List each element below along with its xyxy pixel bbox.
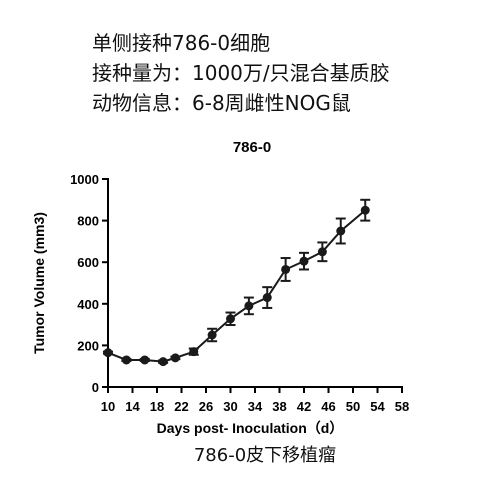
x-tick-label: 10 (101, 399, 115, 414)
data-point (317, 247, 327, 257)
chart-title: 786-0 (233, 139, 271, 156)
header-line-animal: 动物信息：6-8周雌性NOG鼠 (92, 91, 351, 115)
y-tick-label: 1000 (70, 172, 99, 187)
x-tick-label: 18 (150, 399, 164, 414)
x-axis-label: Days post- Inoculation（d） (157, 420, 344, 436)
header-text: 单侧接种786-0细胞 接种量为：1000万/只混合基质胶 动物信息：6-8周雌… (92, 28, 390, 118)
x-tick-label: 34 (248, 399, 263, 414)
y-tick-label: 200 (77, 338, 99, 353)
x-tick-label: 58 (395, 399, 409, 414)
header-line-cells: 单侧接种786-0细胞 (92, 31, 271, 55)
x-tick-label: 26 (199, 399, 213, 414)
series-line (107, 209, 366, 363)
data-point (244, 301, 254, 311)
data-point (103, 348, 113, 358)
y-tick-label: 600 (77, 255, 99, 270)
header-line-dose: 接种量为：1000万/只混合基质胶 (92, 61, 390, 85)
data-point (121, 355, 131, 365)
data-point (262, 293, 272, 303)
x-tick-label: 54 (370, 399, 385, 414)
data-marks (103, 198, 371, 367)
data-point (189, 347, 199, 357)
data-point (207, 330, 217, 340)
x-tick-label: 38 (272, 399, 286, 414)
y-tick-label: 0 (92, 380, 99, 395)
data-point (336, 226, 346, 236)
figure-caption: 786-0皮下移植瘤 (193, 445, 337, 466)
x-tick-label: 50 (346, 399, 360, 414)
x-tick-label: 42 (297, 399, 311, 414)
y-axis-label: Tumor Volume (mm3) (31, 212, 47, 354)
data-point (226, 314, 235, 324)
data-point (299, 256, 309, 266)
y-tick-label: 400 (77, 297, 99, 312)
x-tick-label: 22 (174, 399, 188, 414)
x-tick-label: 46 (321, 399, 335, 414)
data-point (158, 357, 168, 367)
y-tick-label: 800 (77, 214, 99, 229)
data-point (360, 205, 370, 215)
data-point (281, 264, 291, 274)
x-tick-label: 30 (223, 399, 237, 414)
data-point (140, 355, 150, 365)
axes: 0 200 400 600 800 1000 10 14 18 22 26 30 34 38 42 46 50 5… (70, 172, 409, 414)
data-point (170, 353, 180, 363)
x-tick-label: 14 (125, 399, 140, 414)
